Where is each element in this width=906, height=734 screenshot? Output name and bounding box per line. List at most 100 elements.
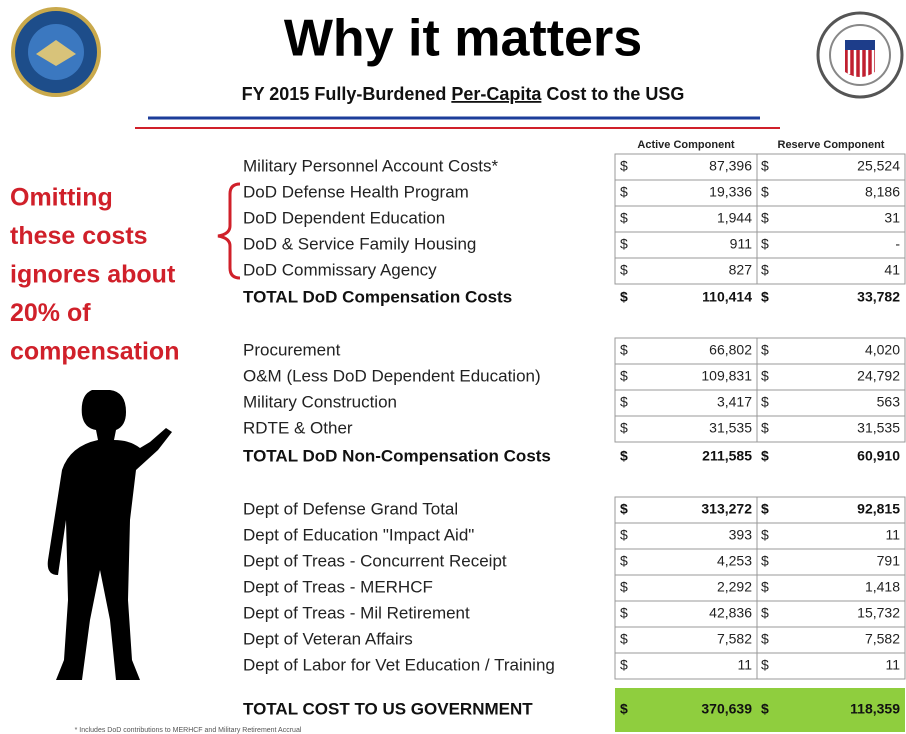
cell [614, 600, 758, 628]
row-label: Procurement [243, 340, 341, 359]
value: 1,944 [717, 210, 752, 226]
currency: $ [761, 605, 769, 621]
value: 41 [884, 262, 900, 278]
value: 4,253 [717, 553, 752, 569]
value: 3,417 [717, 394, 752, 410]
currency: $ [620, 184, 628, 200]
dod-seal [11, 7, 101, 97]
cell [756, 257, 906, 285]
value: 11 [737, 657, 752, 673]
subtitle-part: FY 2015 Fully-Burdened [242, 84, 452, 104]
annotation-line: ignores about [10, 261, 176, 289]
cell [614, 496, 758, 524]
row-label: Dept of Education "Impact Aid" [243, 525, 474, 544]
currency: $ [620, 368, 628, 384]
total-label: TOTAL DoD Compensation Costs [243, 287, 512, 306]
value: 7,582 [865, 631, 900, 647]
currency: $ [761, 579, 769, 595]
currency: $ [761, 657, 769, 673]
currency: $ [761, 342, 769, 358]
currency: $ [620, 527, 628, 543]
currency: $ [620, 394, 628, 410]
value: 8,186 [865, 184, 900, 200]
currency: $ [620, 579, 628, 595]
value: 66,802 [709, 342, 752, 358]
row-label: Dept of Defense Grand Total [243, 499, 458, 518]
currency: $ [761, 236, 769, 252]
value: 827 [729, 262, 753, 278]
currency: $ [620, 342, 628, 358]
cell [756, 389, 906, 417]
annotation-line: 20% of [10, 299, 91, 327]
value: 4,020 [865, 342, 900, 358]
currency: $ [761, 631, 769, 647]
subtitle: FY 2015 Fully-Burdened Per-Capita Cost t… [242, 84, 685, 104]
value: 24,792 [857, 368, 900, 384]
value: 42,836 [709, 605, 752, 621]
currency: $ [761, 184, 769, 200]
annotation-line: Omitting [10, 184, 113, 212]
cell [614, 205, 758, 233]
currency: $ [620, 553, 628, 569]
cell [614, 153, 758, 181]
row-label: Military Construction [243, 392, 397, 411]
cell [756, 548, 906, 576]
currency: $ [761, 501, 769, 517]
value: 87,396 [709, 158, 752, 174]
column-header: Active Component [637, 139, 735, 151]
subtitle-emphasis: Per-Capita [451, 84, 542, 104]
currency: $ [761, 420, 769, 436]
row-label: Dept of Treas - Concurrent Receipt [243, 551, 507, 570]
cell [756, 496, 906, 524]
value: 31 [884, 210, 900, 226]
currency: $ [620, 158, 628, 174]
currency: $ [620, 262, 628, 278]
currency: $ [620, 448, 628, 464]
cell [614, 257, 758, 285]
currency: $ [761, 210, 769, 226]
currency: $ [761, 158, 769, 174]
currency: $ [620, 605, 628, 621]
row-label: DoD Defense Health Program [243, 182, 469, 201]
row-label: Military Personnel Account Costs* [243, 156, 498, 175]
subtitle-part: Cost to the USG [541, 84, 684, 104]
value: 2,292 [717, 579, 752, 595]
value: 19,336 [709, 184, 752, 200]
row-label: Dept of Veteran Affairs [243, 629, 413, 648]
row-label: Dept of Treas - MERHCF [243, 577, 433, 596]
value: 313,272 [701, 501, 752, 517]
cell [614, 652, 758, 680]
soldier-silhouette [47, 390, 172, 680]
value: 11 [885, 657, 900, 673]
cell [756, 652, 906, 680]
currency: $ [620, 657, 628, 673]
bracket [217, 182, 241, 280]
cell [756, 337, 906, 365]
row-label: DoD Commissary Agency [243, 260, 437, 279]
value: 1,418 [865, 579, 900, 595]
cell [614, 389, 758, 417]
currency: $ [620, 420, 628, 436]
value: 92,815 [857, 501, 900, 517]
total-label: TOTAL DoD Non-Compensation Costs [243, 446, 551, 465]
currency: $ [761, 527, 769, 543]
row-label: DoD & Service Family Housing [243, 234, 476, 253]
currency: $ [620, 701, 628, 717]
total-value: 110,414 [702, 289, 752, 305]
currency: $ [761, 262, 769, 278]
cell [614, 231, 758, 259]
cell [756, 153, 906, 181]
footnote: * Includes DoD contributions to MERHCF a… [75, 727, 302, 734]
currency: $ [620, 289, 628, 305]
cell [756, 363, 906, 391]
currency: $ [620, 631, 628, 647]
value: 109,831 [701, 368, 752, 384]
currency: $ [761, 368, 769, 384]
row-label: RDTE & Other [243, 418, 353, 437]
cell [756, 574, 906, 602]
currency: $ [620, 501, 628, 517]
cell [756, 231, 906, 259]
cell [614, 574, 758, 602]
cell [756, 415, 906, 443]
